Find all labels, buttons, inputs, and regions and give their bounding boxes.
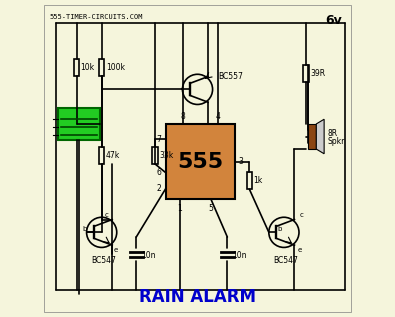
Text: c: c [299, 212, 303, 218]
Text: 39R: 39R [310, 69, 325, 78]
Text: 555: 555 [178, 152, 224, 171]
Bar [246, 172, 252, 189]
Bar [58, 108, 100, 140]
Text: BC557: BC557 [218, 72, 243, 81]
Text: 1: 1 [177, 204, 182, 213]
Text: 6: 6 [156, 168, 162, 178]
Text: 4: 4 [216, 112, 220, 121]
Bar [74, 59, 79, 76]
Text: 8: 8 [181, 112, 186, 121]
Text: 5: 5 [209, 204, 213, 213]
Text: 7: 7 [156, 134, 162, 144]
Text: RAIN ALARM: RAIN ALARM [139, 288, 256, 306]
Text: 10n: 10n [232, 251, 246, 260]
Text: b: b [82, 226, 87, 232]
Text: BC547: BC547 [91, 256, 116, 265]
Text: 2: 2 [156, 184, 162, 192]
Text: c: c [104, 212, 108, 218]
Text: b: b [277, 226, 281, 232]
Bar [166, 124, 235, 199]
Text: 555-TIMER-CIRCUITS.COM: 555-TIMER-CIRCUITS.COM [50, 14, 143, 20]
Text: 47k: 47k [106, 151, 120, 160]
Text: Spkr: Spkr [328, 137, 345, 146]
Text: 8R: 8R [328, 129, 338, 138]
Text: 10n: 10n [141, 251, 156, 260]
Bar [99, 59, 105, 76]
Text: 1k: 1k [254, 176, 263, 185]
Text: 33k: 33k [159, 151, 173, 160]
Bar [152, 147, 158, 164]
Text: e: e [297, 247, 302, 253]
Text: 6v: 6v [325, 14, 342, 27]
Bar [303, 65, 309, 82]
Text: 10k: 10k [81, 63, 95, 72]
Text: 100k: 100k [106, 63, 125, 72]
Text: BC547: BC547 [273, 256, 298, 265]
Polygon shape [316, 119, 324, 154]
Bar [308, 124, 316, 149]
Text: 3: 3 [238, 157, 243, 166]
Bar [99, 147, 105, 164]
Text: e: e [114, 247, 118, 253]
